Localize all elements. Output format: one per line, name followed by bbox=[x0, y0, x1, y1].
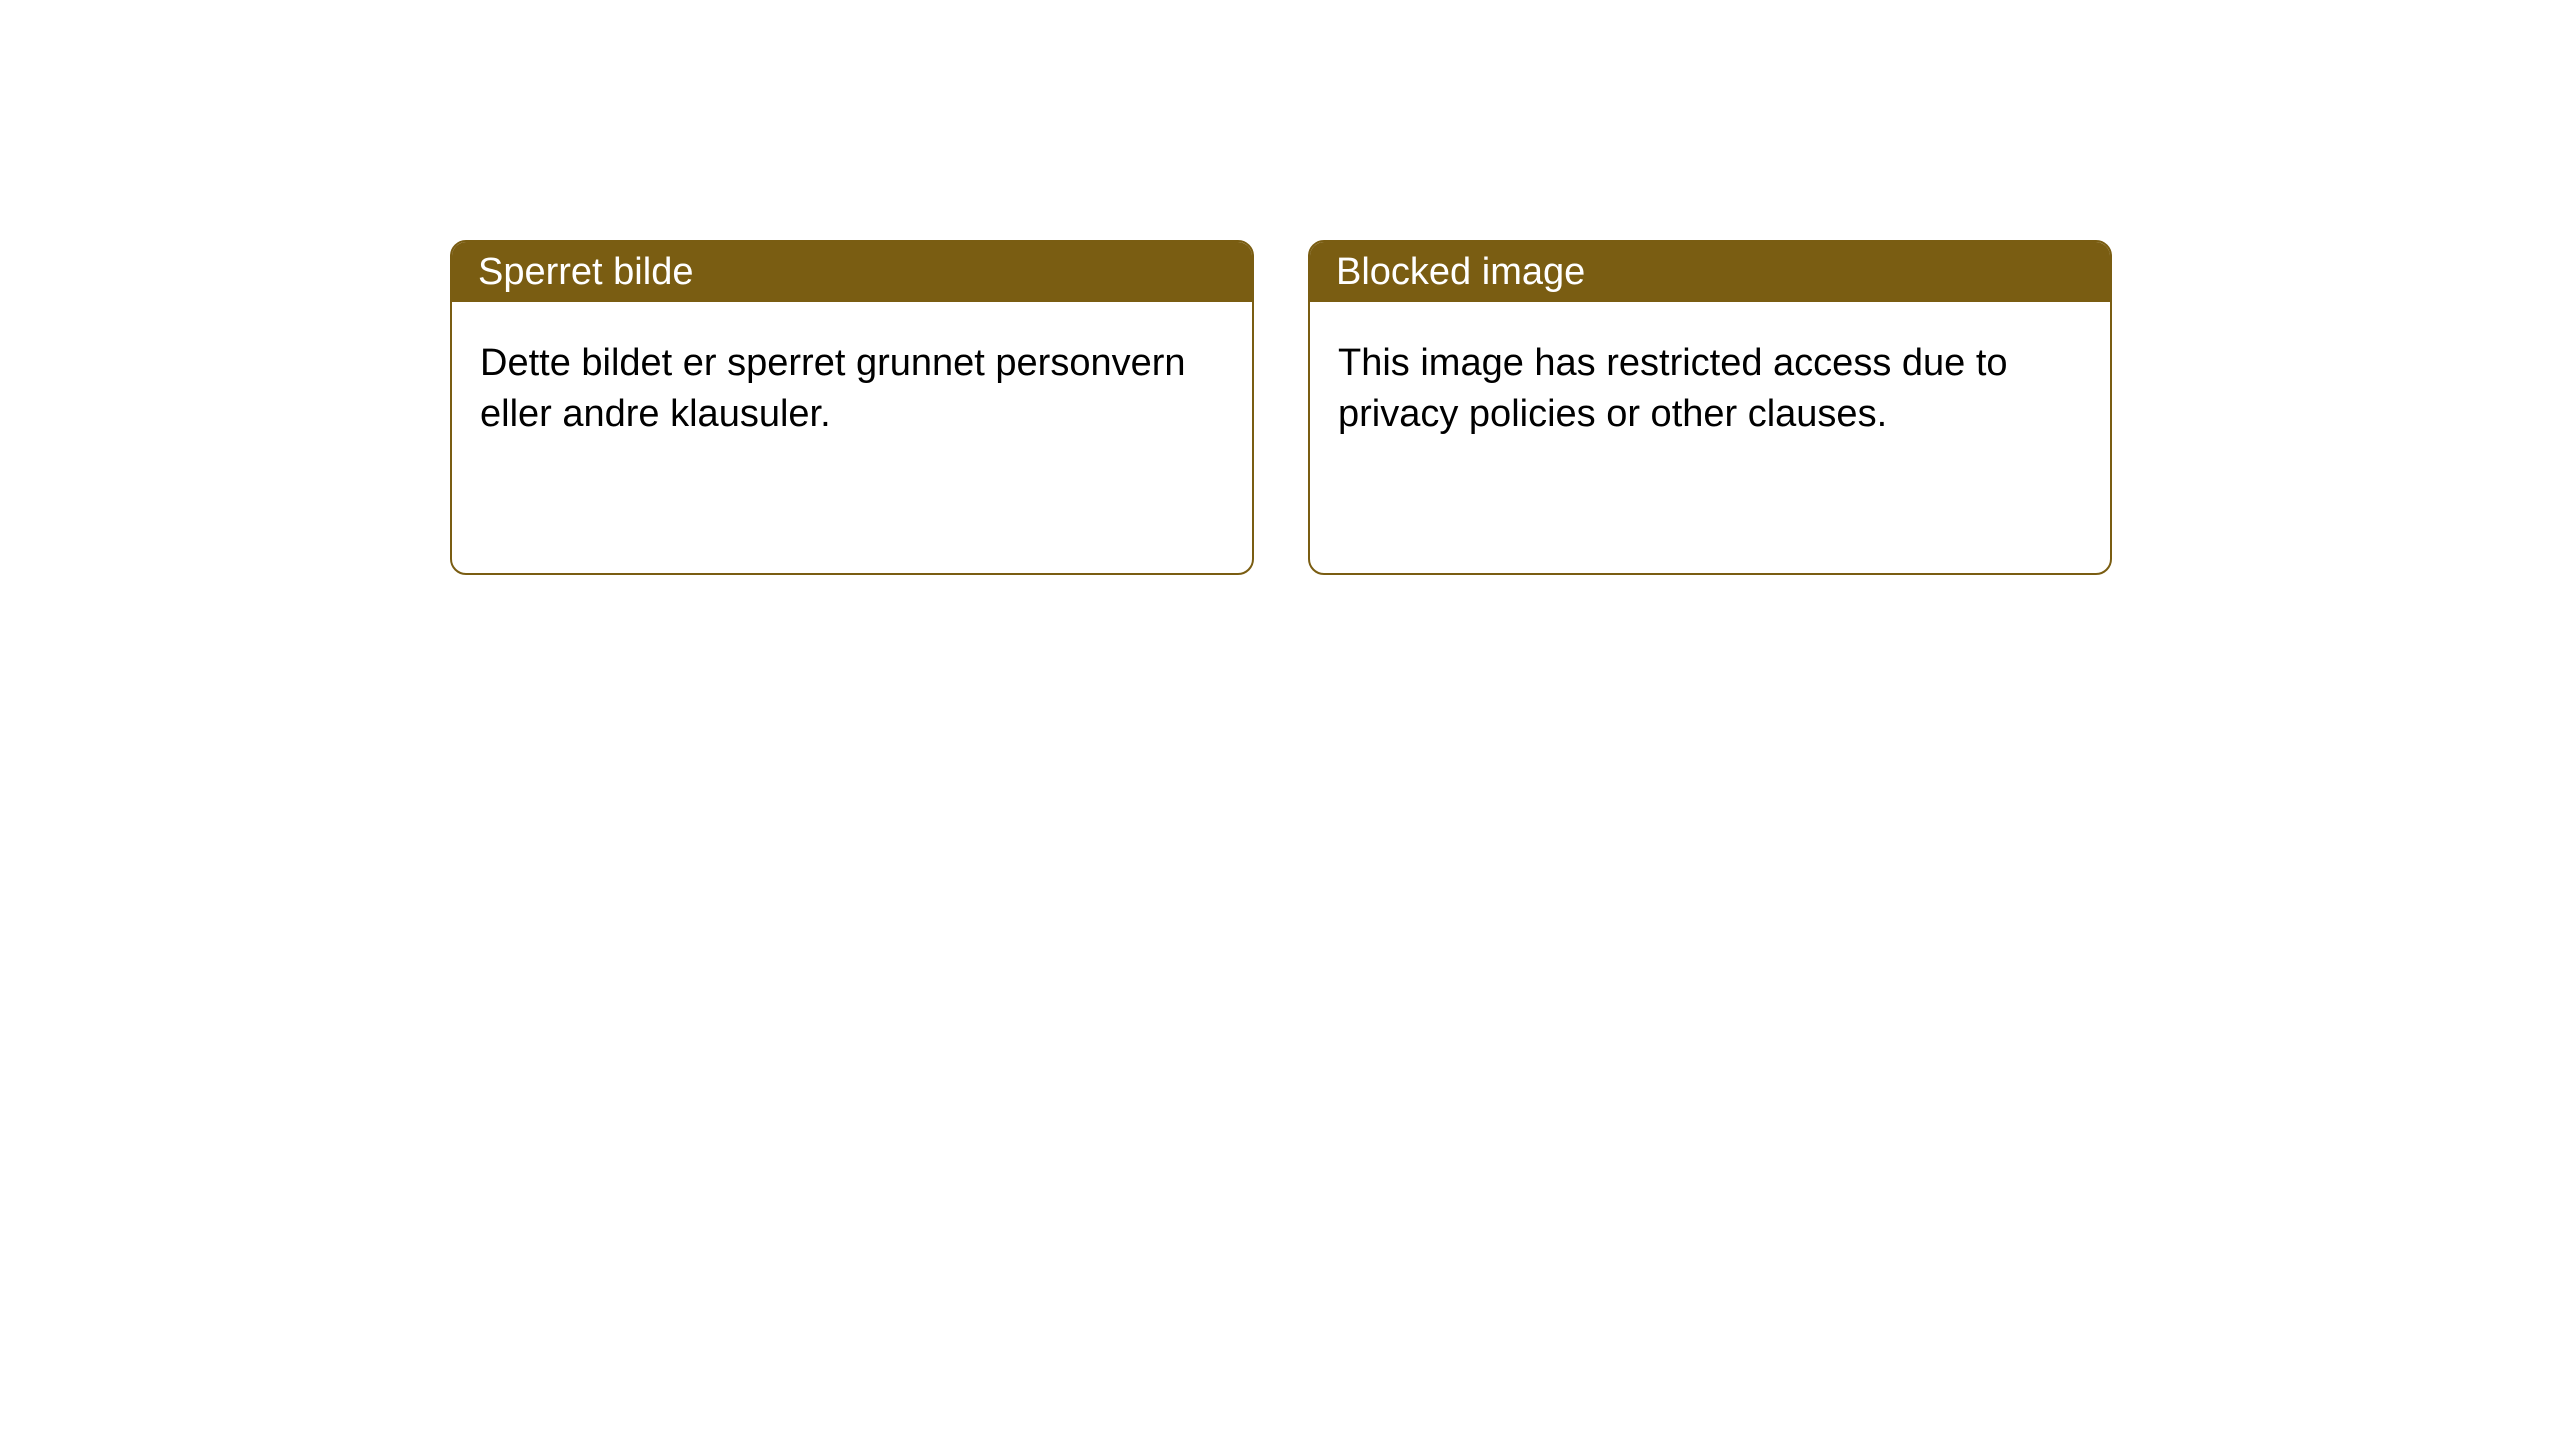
notices-container: Sperret bilde Dette bildet er sperret gr… bbox=[0, 0, 2560, 575]
notice-body: Dette bildet er sperret grunnet personve… bbox=[452, 302, 1252, 477]
notice-box-norwegian: Sperret bilde Dette bildet er sperret gr… bbox=[450, 240, 1254, 575]
notice-box-english: Blocked image This image has restricted … bbox=[1308, 240, 2112, 575]
notice-body-text: This image has restricted access due to … bbox=[1338, 338, 2082, 441]
notice-header: Sperret bilde bbox=[452, 242, 1252, 302]
notice-body: This image has restricted access due to … bbox=[1310, 302, 2110, 477]
notice-header: Blocked image bbox=[1310, 242, 2110, 302]
notice-title: Sperret bilde bbox=[478, 251, 693, 294]
notice-body-text: Dette bildet er sperret grunnet personve… bbox=[480, 338, 1224, 441]
notice-title: Blocked image bbox=[1336, 251, 1585, 294]
